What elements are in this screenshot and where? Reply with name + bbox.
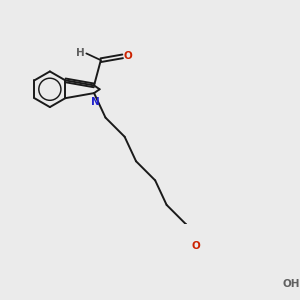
- Text: O: O: [124, 51, 133, 61]
- Text: O: O: [192, 241, 200, 251]
- Text: H: H: [76, 48, 85, 58]
- Text: N: N: [91, 97, 99, 107]
- Text: OH: OH: [283, 279, 300, 289]
